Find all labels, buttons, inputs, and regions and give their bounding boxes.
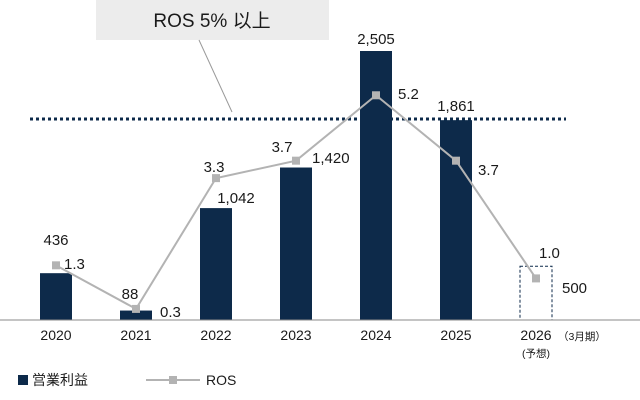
threshold-callout-pointer xyxy=(198,39,233,113)
ros-label-2022: 3.3 xyxy=(204,159,225,176)
ros-label-2023: 3.7 xyxy=(272,139,293,156)
x-tick-2025: 2025 xyxy=(440,327,471,343)
threshold-callout-box xyxy=(96,0,329,40)
x-tick-2022: 2022 xyxy=(200,327,231,343)
x-tick-2021: 2021 xyxy=(120,327,151,343)
x-tick-forecast-note: （3月期） xyxy=(558,331,606,343)
bar-label-2024: 2,505 xyxy=(357,31,395,48)
x-tick-2026: 2026 xyxy=(520,327,551,343)
ros-point-2024 xyxy=(372,91,380,100)
bar-label-2021: 88 xyxy=(122,286,139,303)
legend-bar-label: 営業利益 xyxy=(32,372,88,388)
ros-point-2021 xyxy=(132,304,140,313)
ros-label-2021: 0.3 xyxy=(160,304,181,321)
legend-line-marker xyxy=(169,376,177,384)
x-tick-forecast-sub: (予想) xyxy=(522,347,550,360)
legend-bar-swatch xyxy=(18,375,28,385)
bar-2023 xyxy=(280,167,312,320)
ros-point-2026 xyxy=(532,274,540,283)
x-tick-2024: 2024 xyxy=(360,327,391,343)
threshold-callout-label: ROS 5% 以上 xyxy=(153,10,270,32)
bar-2021 xyxy=(120,310,152,320)
bar-label-2020: 436 xyxy=(43,232,68,249)
ros-point-2025 xyxy=(452,156,460,165)
threshold-callout: ROS 5% 以上 xyxy=(96,0,329,113)
ros-label-2025: 3.7 xyxy=(478,162,499,179)
bar-label-2022: 1,042 xyxy=(217,190,255,207)
bar-2022 xyxy=(200,208,232,320)
bar-2025 xyxy=(440,120,472,320)
bar-label-2025: 1,861 xyxy=(437,98,475,115)
legend: 営業利益 ROS xyxy=(18,372,236,388)
x-tick-2020: 2020 xyxy=(40,327,71,343)
ros-point-2020 xyxy=(52,261,60,270)
bar-2026 xyxy=(519,265,553,321)
ros-label-2026: 1.0 xyxy=(539,245,560,262)
ros-label-2024: 5.2 xyxy=(398,86,419,103)
legend-line-label: ROS xyxy=(206,372,236,388)
bar-label-2023: 1,420 xyxy=(312,150,350,167)
ros-point-2022 xyxy=(212,174,220,183)
bar-label-2026: 500 xyxy=(562,280,587,297)
bar-2020 xyxy=(40,273,72,320)
x-tick-2023: 2023 xyxy=(280,327,311,343)
ros-label-2020: 1.3 xyxy=(64,256,85,273)
ros-point-2023 xyxy=(292,156,300,165)
